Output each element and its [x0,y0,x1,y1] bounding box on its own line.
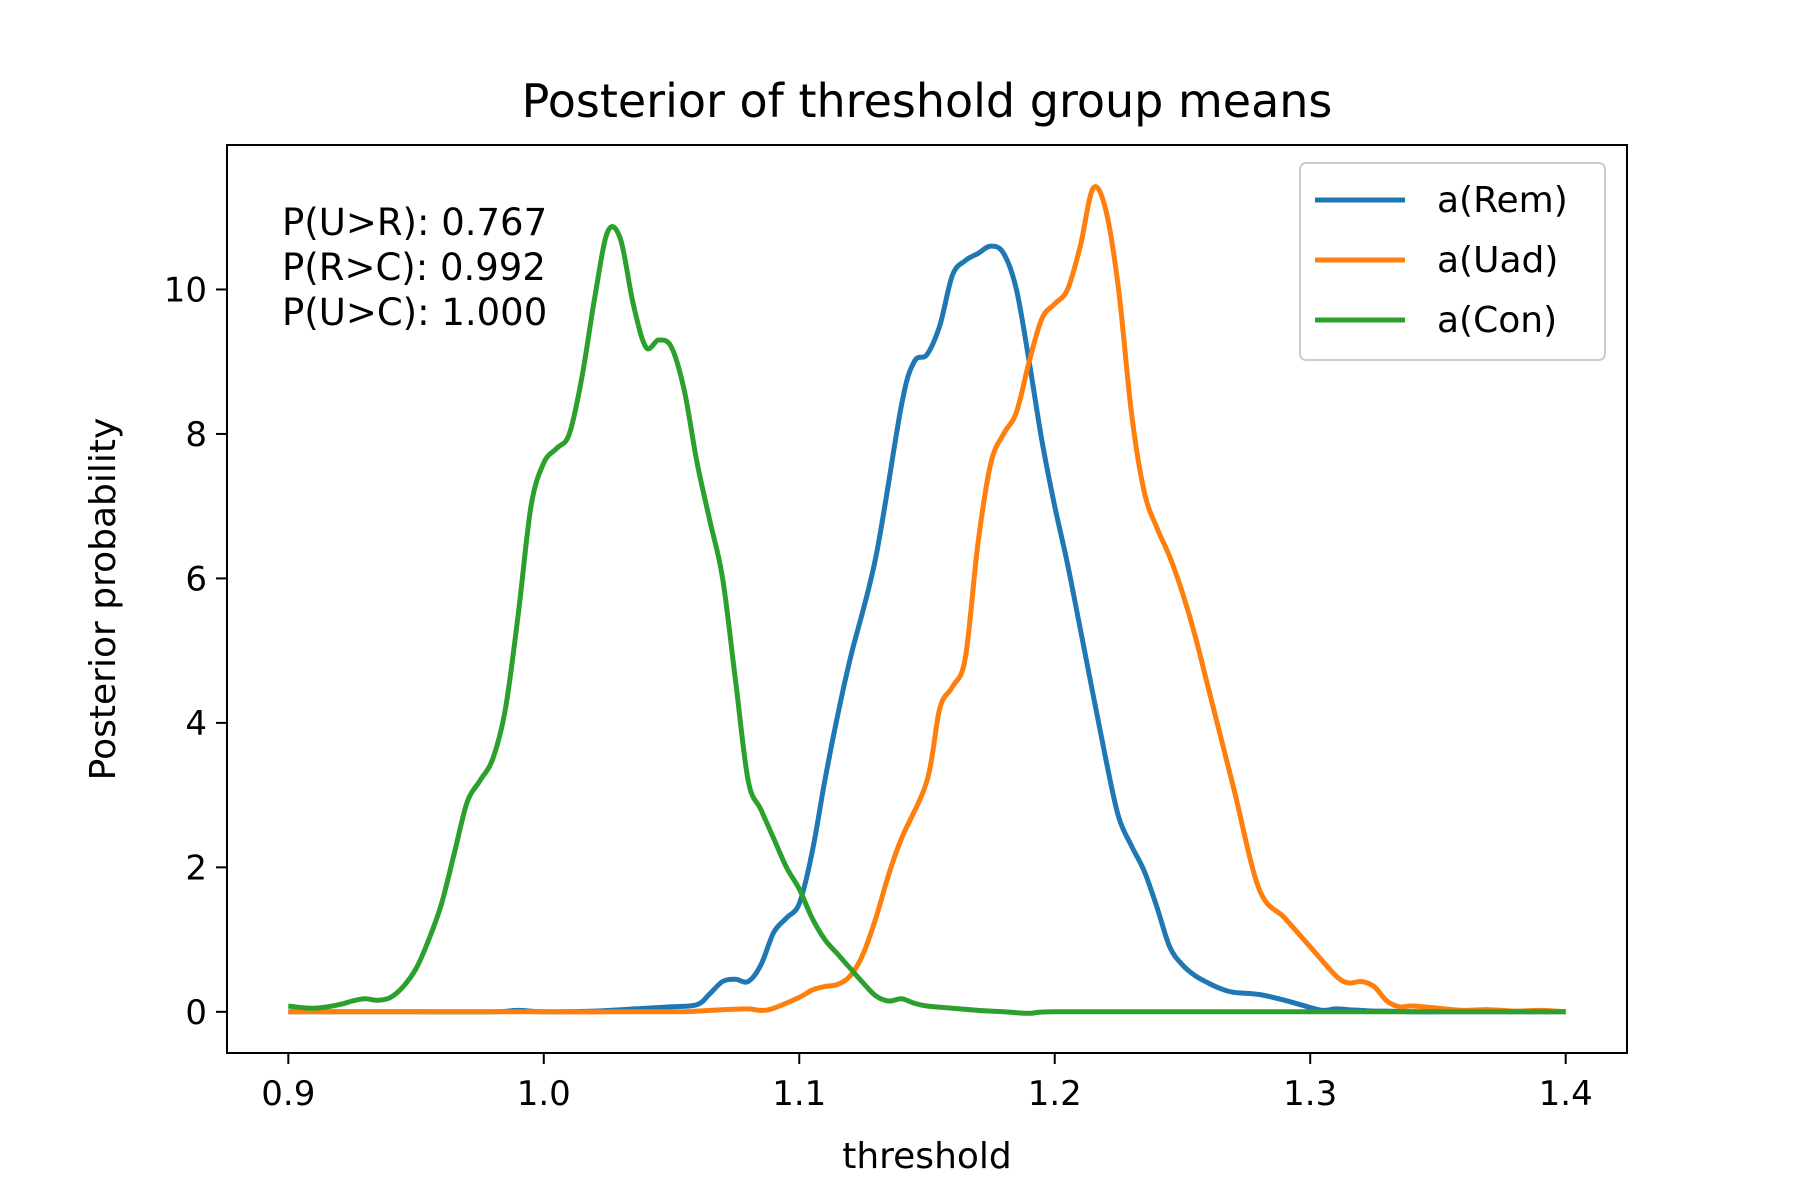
series-line-a-con [288,224,1566,1016]
series-line-a-uad [288,184,1566,1015]
x-tick-label: 1.1 [772,1074,826,1114]
legend-label-rem: a(Rem) [1437,180,1568,221]
legend-box [1299,162,1606,361]
y-tick-label: 10 [164,270,207,310]
y-axis: 0 2 4 6 8 10 [164,270,227,1033]
x-axis-label: threshold [842,1136,1012,1177]
series-layer [288,184,1566,1016]
y-tick-label: 8 [185,415,207,455]
y-axis-label: Posterior probability [83,418,124,781]
x-axis: 0.9 1.0 1.1 1.2 1.3 1.4 [261,1053,1593,1114]
legend-label-con: a(Con) [1437,300,1557,341]
series-line-a-rem [288,243,1566,1015]
x-tick-label: 0.9 [261,1074,315,1114]
chart-title: Posterior of threshold group means [522,74,1333,128]
x-tick-label: 1.0 [517,1074,571,1114]
x-tick-label: 1.3 [1283,1074,1337,1114]
plot-frame [226,144,1628,1054]
annotation-p-u-gt-c: P(U>C): 1.000 [282,291,547,334]
y-tick-label: 0 [185,993,207,1033]
x-tick-label: 1.2 [1028,1074,1082,1114]
y-tick-label: 2 [185,848,207,888]
legend: a(Rem) a(Uad) a(Con) [1299,162,1606,361]
x-tick-label: 1.4 [1539,1074,1593,1114]
y-tick-label: 4 [185,704,207,744]
annotation-p-u-gt-r: P(U>R): 0.767 [282,201,547,244]
legend-label-uad: a(Uad) [1437,240,1558,281]
y-tick-label: 6 [185,559,207,599]
stats-annotation: P(U>R): 0.767 P(R>C): 0.992 P(U>C): 1.00… [282,201,547,334]
annotation-p-r-gt-c: P(R>C): 0.992 [282,246,546,289]
